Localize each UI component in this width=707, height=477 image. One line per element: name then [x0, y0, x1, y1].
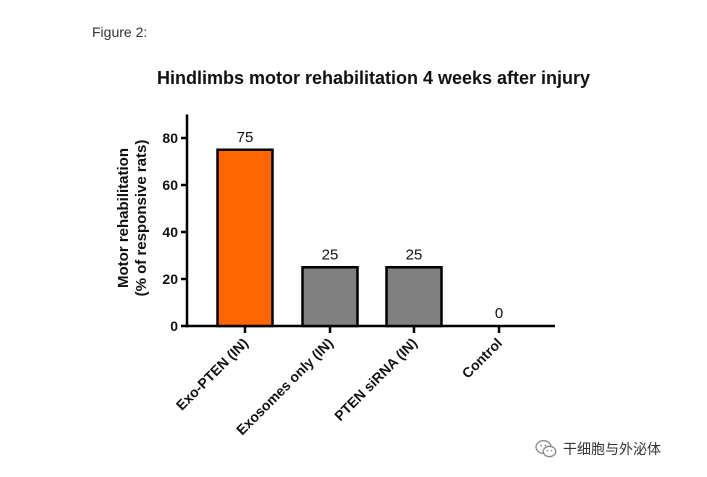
y-axis-title: Motor rehabilitation [115, 148, 132, 288]
figure-label: Figure 2: [92, 24, 148, 40]
x-category-label: Control [459, 335, 506, 382]
watermark: 干细胞与外泌体 [535, 438, 661, 460]
data-label: 0 [495, 305, 503, 322]
bar [216, 148, 274, 328]
x-category-label: Exosomes only (IN) [233, 335, 336, 438]
bar [385, 266, 443, 328]
wechat-icon [535, 440, 557, 458]
x-category-label: PTEN siRNA (IN) [331, 335, 420, 424]
data-label: 75 [237, 129, 254, 146]
watermark-text: 干细胞与外泌体 [563, 442, 661, 458]
data-label: 25 [322, 246, 339, 263]
y-tick-label: 80 [162, 130, 178, 146]
bar [301, 266, 359, 328]
y-tick-label: 60 [162, 177, 178, 193]
y-tick-label: 40 [162, 224, 178, 240]
y-tick-label: 0 [170, 318, 178, 334]
y-tick-label: 20 [162, 271, 178, 287]
data-label: 25 [406, 246, 423, 263]
chart-title: Hindlimbs motor rehabilitation 4 weeks a… [156, 68, 591, 88]
x-category-label: Exo-PTEN (IN) [173, 335, 251, 413]
y-axis-title-line2: (% of responsive rats) [133, 140, 150, 297]
